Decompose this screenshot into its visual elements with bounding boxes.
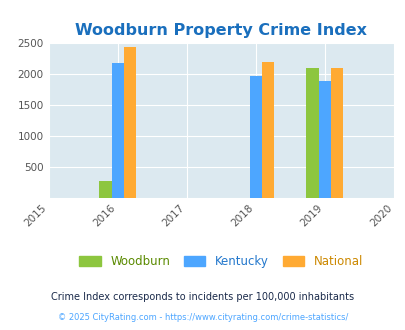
Title: Woodburn Property Crime Index: Woodburn Property Crime Index [75,22,367,38]
Bar [111,63,124,198]
Bar [261,61,274,198]
Bar [124,47,136,198]
Text: Crime Index corresponds to incidents per 100,000 inhabitants: Crime Index corresponds to incidents per… [51,292,354,302]
Bar [249,76,261,198]
Bar [305,68,318,198]
Text: © 2025 CityRating.com - https://www.cityrating.com/crime-statistics/: © 2025 CityRating.com - https://www.city… [58,313,347,322]
Legend: Woodburn, Kentucky, National: Woodburn, Kentucky, National [75,250,367,273]
Bar [318,81,330,198]
Bar [330,68,343,198]
Bar [99,181,111,198]
